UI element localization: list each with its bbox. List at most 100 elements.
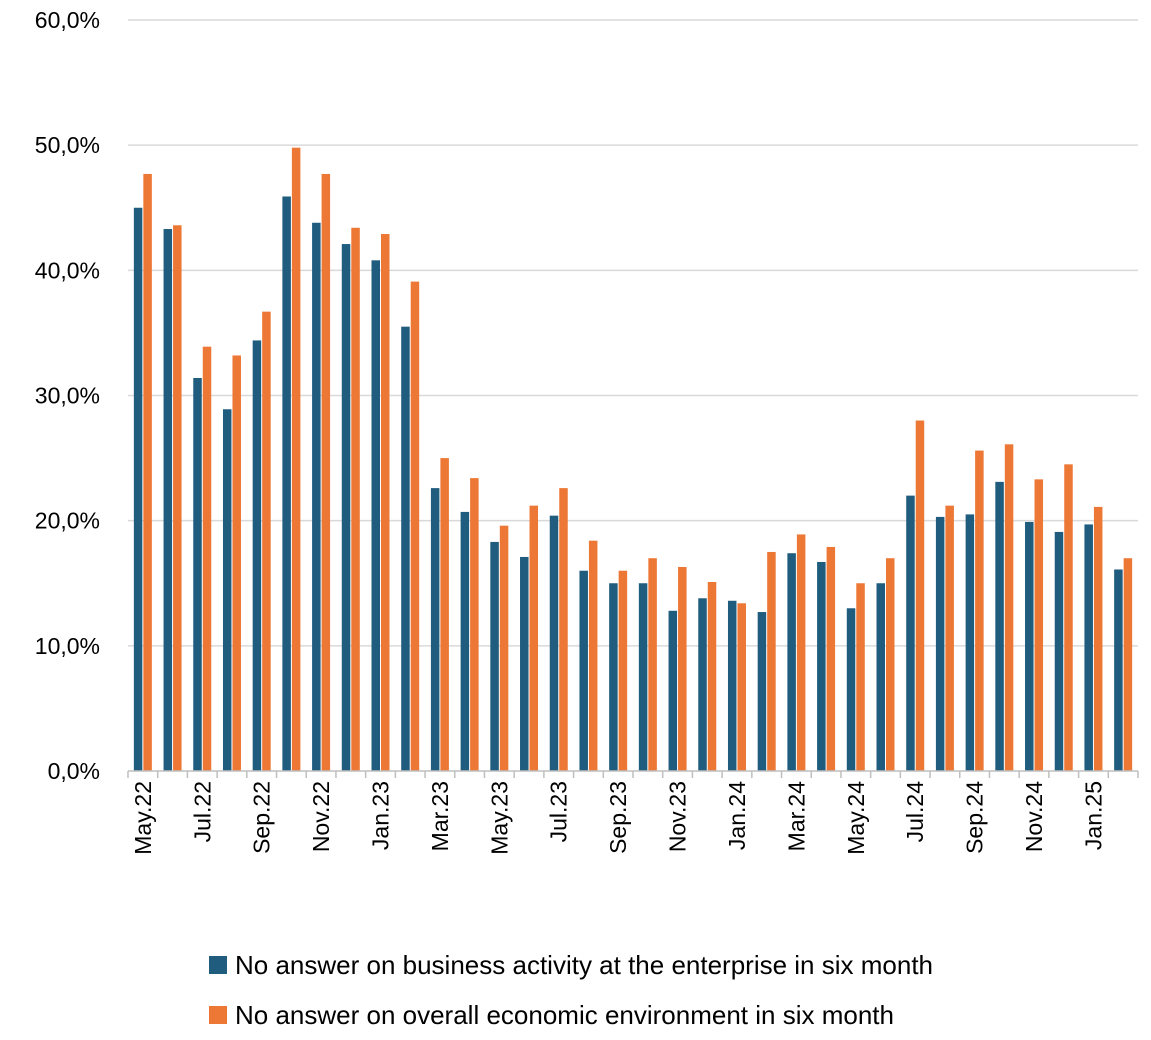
bar-business-activity <box>935 516 945 771</box>
x-axis-ticks: May.22 Jul.22 Sep.22 Nov.22 Jan.23 Mar.23 May.… <box>130 781 1107 855</box>
bar-economic-environment <box>588 540 598 771</box>
bar-economic-environment <box>915 420 925 771</box>
bar-economic-environment <box>648 558 657 771</box>
bar-economic-environment <box>440 458 449 771</box>
bar-economic-environment <box>262 311 271 771</box>
x-tick-label: Nov.22 <box>308 781 334 852</box>
bar-business-activity <box>520 556 529 771</box>
bar-economic-environment <box>559 488 568 771</box>
bar-business-activity <box>757 612 767 771</box>
bar-economic-environment <box>1123 558 1133 771</box>
bar-economic-environment <box>499 525 509 771</box>
bar-economic-environment <box>737 603 746 771</box>
gridlines <box>128 19 1138 647</box>
bar-economic-environment <box>618 570 628 771</box>
bar-economic-environment <box>1004 444 1014 771</box>
bar-economic-environment <box>381 234 390 771</box>
bar-economic-environment <box>143 173 152 771</box>
bar-economic-environment <box>856 583 865 771</box>
x-tick-label: May.23 <box>486 781 512 855</box>
x-tick-label: May.22 <box>130 781 156 855</box>
bar-economic-environment <box>1093 506 1103 771</box>
legend-swatch-business-activity <box>209 956 227 974</box>
bar-business-activity <box>817 561 826 771</box>
x-tick-label: May.24 <box>843 781 869 855</box>
bar-business-activity <box>668 610 678 771</box>
legend: No answer on business activity at the en… <box>209 940 933 1040</box>
bars <box>133 147 1133 772</box>
bar-business-activity <box>1084 524 1093 771</box>
bar-business-activity <box>341 244 351 772</box>
x-tick-label: Sep.24 <box>962 781 988 854</box>
bar-business-activity <box>1025 521 1034 771</box>
bar-business-activity <box>638 583 648 771</box>
bar-business-activity <box>698 598 707 771</box>
bar-business-activity <box>549 515 559 771</box>
bar-business-activity <box>787 553 796 771</box>
x-tick-label: Sep.22 <box>249 781 275 854</box>
bar-economic-environment <box>796 534 806 771</box>
x-tick-label: Jul.24 <box>902 781 928 843</box>
bar-economic-environment <box>321 173 331 771</box>
legend-item-economic-environment: No answer on overall economic environmen… <box>209 990 933 1040</box>
x-tick-label: Jan.25 <box>1080 781 1106 850</box>
legend-label-economic-environment: No answer on overall economic environmen… <box>235 999 894 1030</box>
bar-economic-environment <box>529 505 539 771</box>
bar-business-activity <box>252 340 262 771</box>
bar-economic-environment <box>945 505 954 771</box>
bar-economic-environment <box>1034 479 1044 771</box>
y-axis-ticks: 0,0% 10,0% 20,0% 30,0% 40,0% 50,0% 60,0% <box>35 7 100 784</box>
bar-economic-environment <box>767 551 776 771</box>
bar-business-activity <box>430 488 440 771</box>
x-tick-label: Nov.24 <box>1021 781 1047 852</box>
bar-business-activity <box>222 409 232 771</box>
y-tick-label: 0,0% <box>48 758 100 784</box>
bar-business-activity <box>460 511 470 771</box>
bar-business-activity <box>727 600 737 771</box>
legend-label-business-activity: No answer on business activity at the en… <box>235 949 934 980</box>
bar-business-activity <box>1054 531 1064 771</box>
x-tick-label: Jul.23 <box>546 781 572 842</box>
y-tick-label: 20,0% <box>35 508 100 534</box>
x-tick-label: Jan.23 <box>368 781 394 850</box>
bar-economic-environment <box>975 450 984 771</box>
x-tick-label: Nov.23 <box>665 781 691 852</box>
x-tick-label: Sep.23 <box>605 781 631 854</box>
bar-business-activity <box>133 207 143 771</box>
bar-business-activity <box>490 541 499 771</box>
bar-economic-environment <box>707 582 717 771</box>
y-tick-label: 40,0% <box>35 257 100 283</box>
bar-economic-environment <box>470 478 479 771</box>
bar-business-activity <box>609 583 618 771</box>
x-tick-label: Mar.23 <box>427 781 453 851</box>
bar-business-activity <box>401 326 410 771</box>
y-tick-label: 60,0% <box>35 7 100 33</box>
y-tick-label: 30,0% <box>35 383 100 409</box>
bar-business-activity <box>371 260 380 771</box>
x-axis <box>127 770 1139 778</box>
bar-business-activity <box>312 222 321 771</box>
bar-chart: 0,0% 10,0% 20,0% 30,0% 40,0% 50,0% 60,0% May.2… <box>35 7 1139 855</box>
bar-business-activity <box>193 377 202 771</box>
x-tick-label: Jul.22 <box>189 781 215 842</box>
bar-business-activity <box>876 583 885 771</box>
bar-business-activity <box>995 481 1004 771</box>
bar-economic-environment <box>1064 464 1073 771</box>
y-tick-label: 50,0% <box>35 132 100 158</box>
bar-business-activity <box>1114 569 1123 771</box>
x-tick-label: Mar.24 <box>783 781 809 852</box>
bar-economic-environment <box>173 225 182 771</box>
bar-business-activity <box>965 514 975 771</box>
x-tick-label: Jan.24 <box>724 781 750 850</box>
y-tick-label: 10,0% <box>35 633 100 659</box>
legend-item-business-activity: No answer on business activity at the en… <box>209 940 933 990</box>
bar-economic-environment <box>202 346 212 771</box>
bar-economic-environment <box>886 558 895 771</box>
bar-economic-environment <box>826 546 836 771</box>
legend-swatch-economic-environment <box>209 1006 227 1024</box>
bar-economic-environment <box>232 355 241 771</box>
bar-business-activity <box>846 608 856 771</box>
bar-economic-environment <box>291 147 301 772</box>
bar-business-activity <box>282 196 291 772</box>
bar-economic-environment <box>351 227 360 771</box>
